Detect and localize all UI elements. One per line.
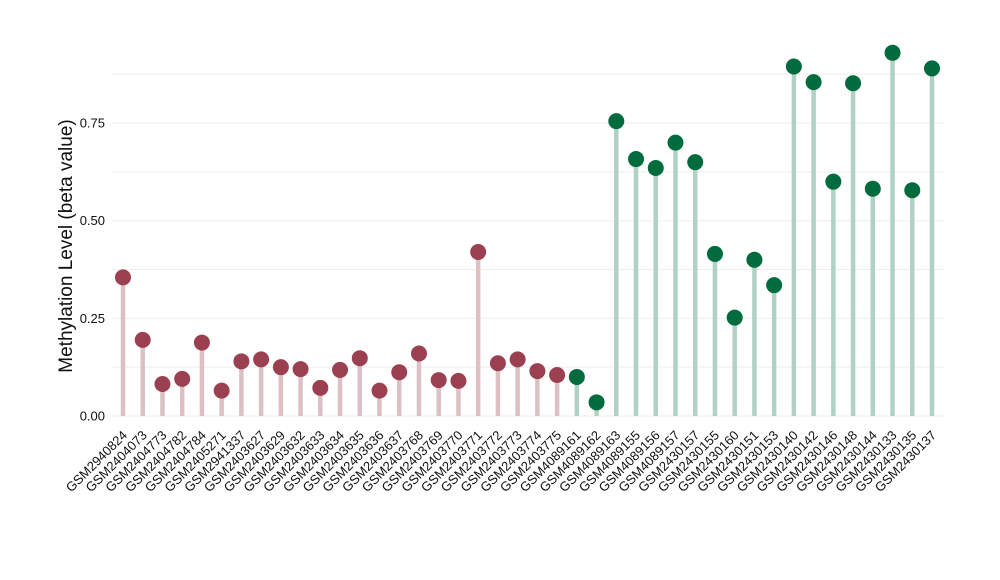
lollipop-point [292, 361, 309, 378]
lollipop-point [785, 58, 802, 75]
lollipop-point [272, 359, 289, 376]
lollipop-point [509, 351, 526, 368]
lollipop-point [134, 331, 151, 348]
lollipop-points [115, 44, 940, 411]
lollipop-point [470, 243, 487, 260]
lollipop-point [746, 251, 763, 268]
lollipop-point [529, 363, 546, 380]
y-tick-label: 0.50 [80, 213, 105, 228]
lollipop-point [884, 44, 901, 61]
y-tick-label: 0.25 [80, 311, 105, 326]
lollipop-point [233, 353, 250, 370]
lollipop-point [371, 382, 388, 399]
lollipop-point [213, 382, 230, 399]
lollipop-point [608, 113, 625, 130]
x-axis-ticks: GSM2940824GSM2404073GSM2404773GSM2404782… [63, 428, 939, 495]
lollipop-point [312, 379, 329, 396]
lollipop-point [391, 364, 408, 381]
lollipop-point [332, 361, 349, 378]
lollipop-point [253, 351, 270, 368]
lollipop-point [410, 345, 427, 362]
lollipop-point [766, 277, 783, 294]
y-tick-label: 0.75 [80, 116, 105, 131]
lollipop-point [549, 366, 566, 383]
lollipop-point [805, 74, 822, 91]
gridlines [112, 73, 944, 417]
lollipop-point [174, 370, 191, 387]
lollipop-point [667, 134, 684, 151]
lollipop-point [726, 309, 743, 326]
lollipop-point [924, 60, 940, 77]
lollipop-point [647, 160, 664, 177]
lollipop-point [450, 372, 467, 389]
lollipop-point [904, 182, 921, 199]
y-tick-label: 0.00 [80, 409, 105, 424]
y-axis-title: Methylation Level (beta value) [56, 119, 77, 372]
lollipop-point [489, 355, 506, 372]
lollipop-point [845, 75, 862, 92]
lollipop-point [193, 334, 210, 351]
lollipop-point [825, 173, 842, 190]
lollipop-point [154, 375, 171, 392]
lollipop-point [706, 245, 723, 262]
lollipop-point [568, 368, 585, 385]
lollipop-point [588, 394, 605, 411]
lollipop-point [115, 269, 131, 286]
lollipop-point [430, 372, 447, 389]
lollipop-point [351, 350, 368, 367]
y-axis-ticks: 0.00 0.25 0.50 0.75 [80, 116, 105, 424]
lollipop-point [864, 180, 881, 197]
lollipop-point [687, 154, 704, 171]
lollipop-point [628, 151, 645, 168]
